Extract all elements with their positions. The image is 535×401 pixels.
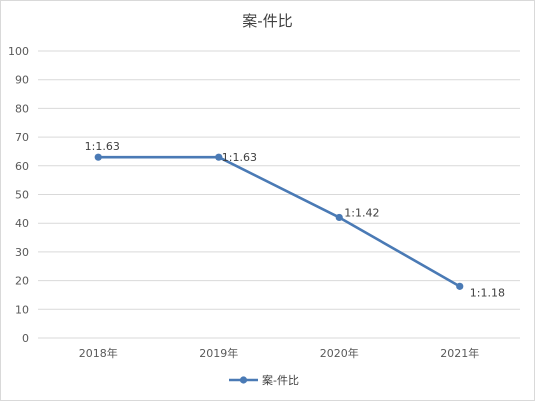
data-point (456, 282, 464, 290)
y-tick-label: 0 (22, 332, 29, 345)
series-line (98, 155, 461, 288)
y-tick-label: 50 (15, 189, 29, 202)
x-tick-label: 2019年 (199, 346, 238, 360)
legend-label: 案-件比 (262, 373, 299, 387)
y-axis-ticks: 0 10 20 30 40 50 60 70 80 90 100 (8, 45, 29, 345)
y-tick-label: 10 (15, 303, 29, 316)
x-tick-label: 2018年 (79, 346, 118, 360)
y-tick-label: 90 (15, 74, 29, 87)
data-label: 1:1.63 (85, 140, 120, 153)
x-tick-label: 2020年 (320, 346, 359, 360)
gridlines (38, 50, 520, 339)
legend-marker (239, 376, 248, 384)
y-tick-label: 60 (15, 160, 29, 173)
data-point (335, 213, 343, 222)
y-tick-label: 30 (15, 246, 29, 259)
y-tick-label: 70 (15, 131, 29, 144)
legend: 案-件比 (229, 373, 299, 387)
data-label: 1:1.63 (222, 151, 257, 164)
data-point (215, 153, 223, 161)
y-tick-label: 40 (15, 217, 29, 230)
y-tick-label: 20 (15, 275, 29, 288)
y-tick-label: 100 (8, 45, 29, 58)
series-layer: 1:1.63 1:1.63 1:1.42 1:1.18 (85, 140, 505, 299)
x-tick-label: 2021年 (440, 346, 479, 360)
data-label: 1:1.18 (470, 286, 505, 299)
y-tick-label: 80 (15, 102, 29, 115)
chart-title: 案-件比 (242, 12, 292, 30)
x-axis-ticks: 2018年 2019年 2020年 2021年 (79, 346, 480, 360)
data-point (94, 153, 102, 161)
data-label: 1:1.42 (344, 206, 379, 219)
